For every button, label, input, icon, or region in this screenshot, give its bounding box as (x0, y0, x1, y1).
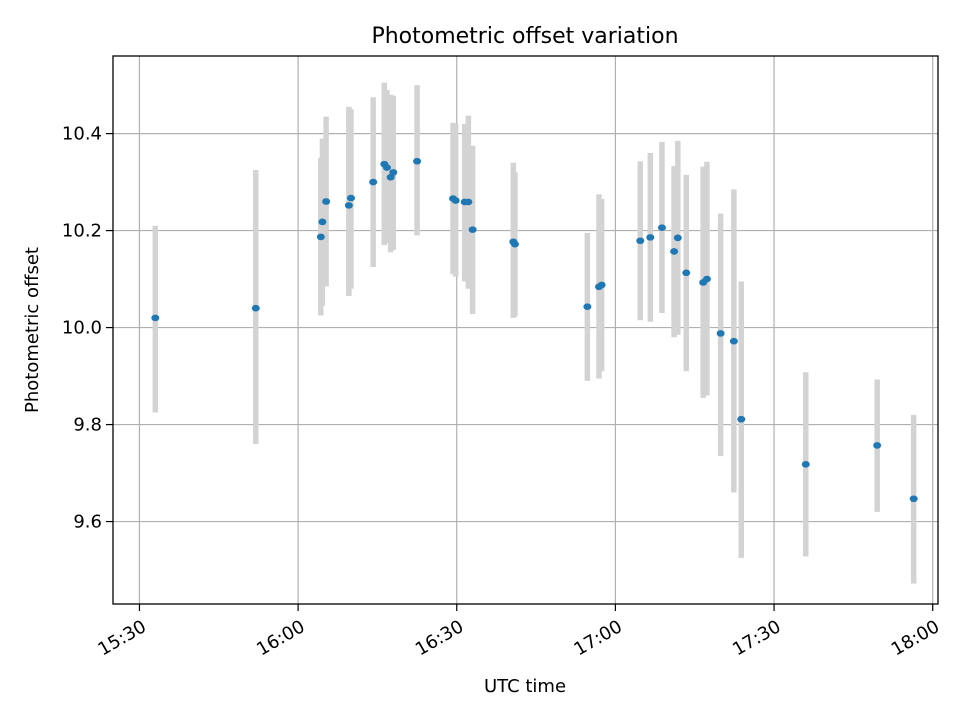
data-point (389, 169, 398, 176)
plot-frame (112, 55, 939, 605)
data-point (151, 314, 160, 322)
data-point (682, 269, 691, 277)
x-axis-label: UTC time (484, 676, 566, 697)
data-point (251, 304, 260, 312)
data-point (909, 495, 918, 503)
data-point (716, 330, 725, 337)
data-point (413, 157, 422, 165)
y-axis-label: Photometric offset (22, 247, 43, 413)
data-point (464, 198, 473, 206)
data-point (382, 164, 391, 171)
data-point (702, 275, 711, 283)
y-tick-label: 10.0 (62, 318, 102, 339)
y-tick-label: 9.6 (73, 512, 102, 533)
data-point (583, 303, 592, 311)
data-point (673, 234, 682, 242)
data-markers (151, 157, 918, 503)
data-point (346, 194, 355, 202)
data-point (316, 233, 325, 241)
data-point (636, 237, 645, 245)
y-tick-label: 10.4 (62, 124, 102, 145)
data-point (801, 461, 810, 468)
y-tick-label: 9.8 (73, 415, 102, 436)
data-point (451, 197, 460, 204)
data-point (737, 415, 746, 423)
y-tick-label: 10.2 (62, 221, 102, 242)
y-axis-ticks: 9.6 9.8 10.0 10.2 10.4 (62, 124, 113, 533)
data-point (646, 234, 655, 241)
data-point (318, 218, 327, 226)
data-point (670, 248, 679, 255)
data-point (597, 281, 606, 289)
chart-title: Photometric offset variation (371, 24, 678, 49)
data-point (729, 337, 738, 345)
data-point (657, 224, 666, 231)
data-point (468, 226, 477, 233)
data-point (873, 442, 882, 449)
data-point (369, 178, 378, 186)
data-point (344, 202, 353, 209)
data-point (322, 198, 331, 205)
data-point (510, 240, 519, 248)
